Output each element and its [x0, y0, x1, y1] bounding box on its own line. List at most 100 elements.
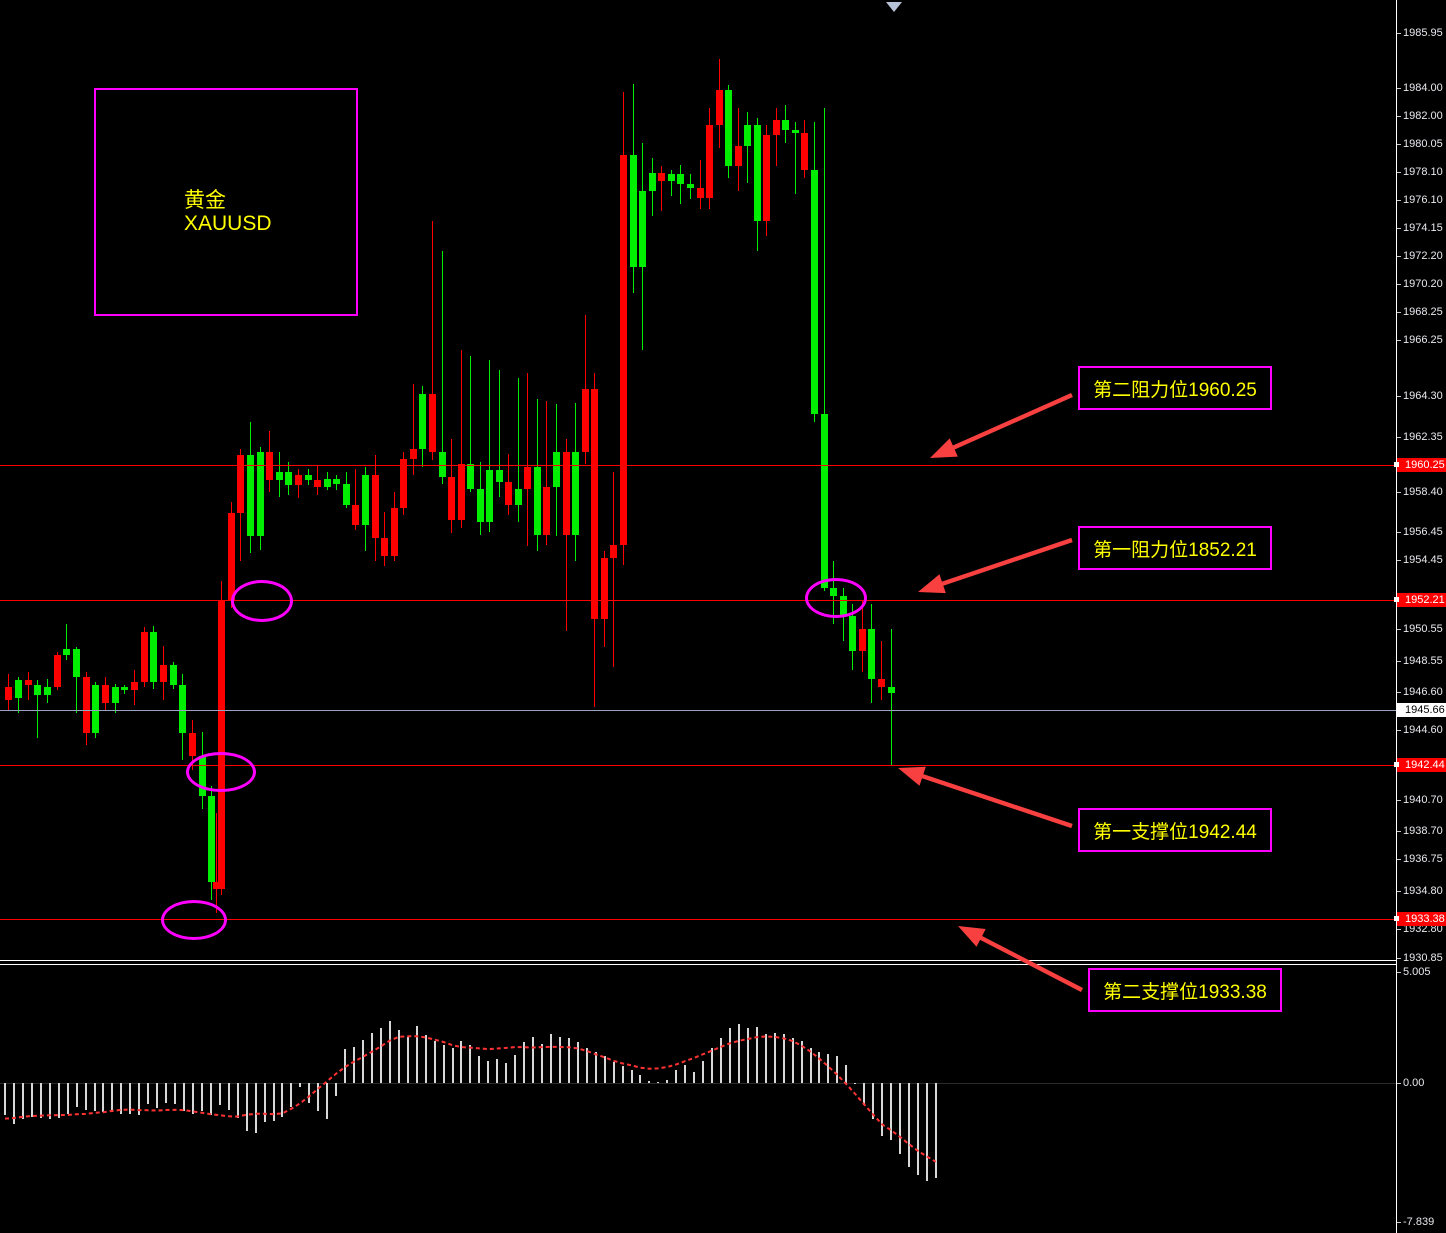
pane-separator-top [0, 960, 1396, 961]
candle-wick [566, 438, 567, 631]
candle-body [496, 470, 503, 482]
candle-wick [442, 250, 443, 484]
macd-histogram-bar [174, 1083, 176, 1104]
axis-tick-label: 1948.55 [1403, 655, 1443, 667]
candle-body [543, 486, 550, 535]
macd-histogram-bar [370, 1032, 373, 1083]
level-line-support-2[interactable] [0, 919, 1396, 920]
axis-tick-label: 0.00 [1403, 1077, 1425, 1089]
candle-body [257, 452, 264, 537]
candle-body [582, 389, 589, 453]
candle-body [658, 172, 665, 182]
candle-body [706, 124, 713, 198]
macd-histogram-bar [818, 1052, 821, 1083]
candle-body [333, 478, 340, 484]
candle-body [276, 472, 283, 481]
macd-histogram-bar [48, 1083, 51, 1120]
macd-histogram-bar [576, 1042, 579, 1083]
macd-histogram-bar [478, 1056, 481, 1083]
candle-body [553, 452, 560, 487]
macd-histogram-bar [809, 1048, 812, 1083]
annotation-res1: 第一阻力位1852.21 [1078, 526, 1272, 570]
macd-histogram-bar [111, 1083, 114, 1113]
candle-wick [489, 359, 490, 532]
macd-histogram-bar [308, 1083, 311, 1103]
candle-body [849, 615, 856, 651]
macd-histogram-bar [227, 1083, 230, 1110]
candle-wick [413, 384, 414, 476]
macd-histogram-bar [183, 1083, 185, 1111]
candle-body [295, 475, 302, 486]
price-badge-marker [1394, 916, 1399, 921]
macd-signal-line [4, 1035, 937, 1163]
candle-body [63, 648, 70, 656]
axis-tick-label: 1976.10 [1403, 194, 1443, 206]
price-badge-resistance-1[interactable]: 1952.21 [1394, 593, 1446, 607]
axis-tick-mark [1397, 800, 1401, 801]
macd-histogram-bar [603, 1056, 606, 1083]
candle-wick [527, 372, 528, 547]
candle-body [419, 394, 426, 449]
axis-tick-mark [1397, 831, 1401, 832]
macd-indicator-pane[interactable] [0, 966, 1396, 1233]
level-line-resistance-1[interactable] [0, 600, 1396, 601]
candle-body [572, 452, 579, 535]
circle-res1-right [805, 578, 867, 618]
macd-histogram-bar [397, 1029, 400, 1083]
candle-body [505, 481, 512, 506]
candle-body [649, 172, 656, 191]
macd-histogram-bar [218, 1083, 221, 1106]
level-line-current-price[interactable] [0, 710, 1396, 711]
candle-body [610, 544, 617, 558]
macd-histogram-bar [854, 1083, 857, 1084]
candle-body [524, 467, 531, 489]
annotation-arrow-sup1 [898, 766, 1073, 829]
circle-sup2-left [161, 900, 227, 940]
price-chart-pane[interactable] [0, 0, 1396, 962]
annotation-sup2: 第二支撑位1933.38 [1088, 968, 1282, 1012]
axis-tick-mark [1397, 859, 1401, 860]
price-badge-current-price[interactable]: 1945.66 [1397, 703, 1446, 717]
macd-histogram-bar [746, 1028, 749, 1083]
macd-histogram-bar [263, 1083, 266, 1123]
annotation-arrow-res1 [918, 537, 1073, 594]
macd-histogram-bar [93, 1083, 96, 1111]
candle-body [247, 455, 254, 537]
candle-body [189, 733, 196, 757]
candle-body [821, 414, 828, 588]
candle-body [73, 648, 80, 677]
candle-body [601, 557, 608, 620]
price-badge-support-1[interactable]: 1942.44 [1394, 758, 1446, 772]
macd-histogram-bar [612, 1062, 615, 1083]
candle-body [630, 154, 637, 268]
candle-wick [680, 164, 681, 205]
candle-wick [66, 624, 67, 661]
candle-body [44, 686, 51, 696]
macd-histogram-bar [4, 1083, 6, 1116]
macd-histogram-bar [406, 1036, 409, 1083]
macd-histogram-bar [236, 1083, 239, 1118]
candle-body [878, 678, 885, 687]
price-badge-marker [1394, 762, 1399, 767]
symbol-name-cn: 黄金 [184, 189, 226, 212]
macd-histogram-bar [872, 1083, 875, 1120]
candle-wick [671, 169, 672, 196]
axis-tick-mark [1397, 958, 1401, 959]
price-axis[interactable]: 1985.95 1984.00 1982.00 1980.05 1978.10 1976.… [1394, 0, 1446, 1233]
axis-tick-label: 1930.85 [1403, 952, 1443, 964]
level-line-resistance-2[interactable] [0, 465, 1396, 466]
price-badge-resistance-2[interactable]: 1960.25 [1394, 458, 1446, 472]
macd-histogram-bar [66, 1083, 69, 1114]
candle-body [467, 463, 474, 489]
circle-res1-left [231, 580, 293, 622]
candle-body [735, 146, 742, 167]
macd-histogram-bar [281, 1083, 284, 1117]
axis-tick-label: 1950.55 [1403, 623, 1443, 635]
axis-tick-label: 5.005 [1403, 966, 1431, 978]
level-line-support-1[interactable] [0, 765, 1396, 766]
price-badge-support-2[interactable]: 1933.38 [1394, 912, 1446, 926]
macd-histogram-bar [541, 1043, 543, 1083]
candle-wick [747, 111, 748, 183]
candle-body [141, 632, 148, 682]
